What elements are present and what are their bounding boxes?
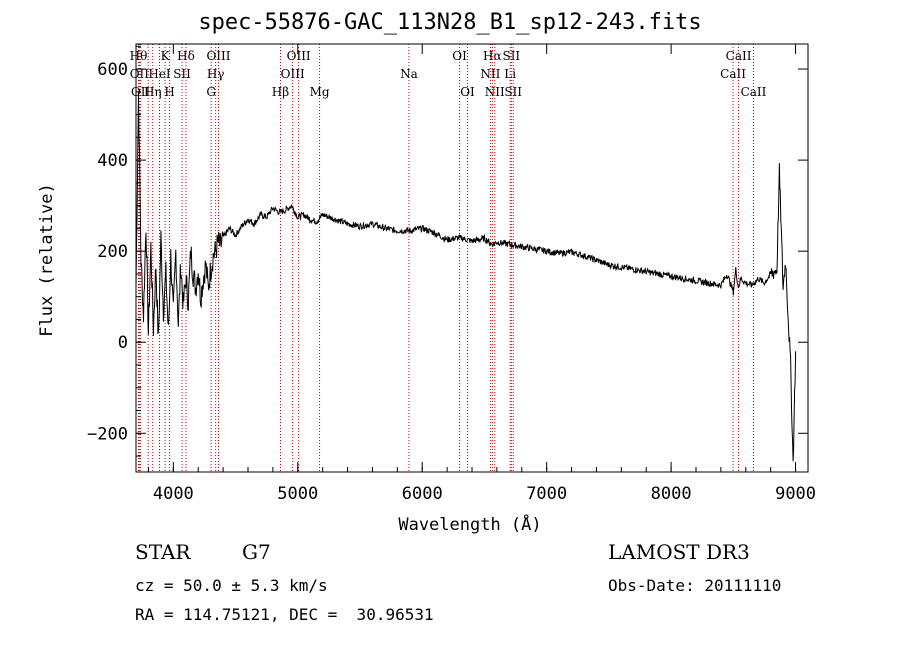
y-axis-label: Flux (relative) [37, 183, 57, 337]
line-label-15: OIII [287, 49, 311, 63]
line-label-6: K [161, 49, 171, 63]
line-label-27: CaII [726, 49, 752, 63]
observation-date: Obs-Date: 20111110 [608, 576, 782, 595]
line-label-10: G [206, 85, 216, 99]
object-subclass: G7 [242, 540, 271, 564]
line-label-21: Hα [483, 49, 502, 63]
chart-title: spec-55876-GAC_113N28_B1_sp12-243.fits [198, 10, 702, 35]
line-label-8: SII [173, 67, 191, 81]
x-tick-label-5: 9000 [775, 484, 816, 504]
line-label-18: OI [452, 49, 467, 63]
plot-frame [135, 43, 809, 473]
line-label-14: OIII [281, 67, 305, 81]
x-tick-label-1: 5000 [277, 484, 318, 504]
line-label-20: NII [480, 67, 500, 81]
x-axis-label: Wavelength (Å) [398, 513, 541, 535]
y-tick-label-4: 600 [97, 60, 128, 80]
x-tick-label-0: 4000 [153, 484, 194, 504]
line-label-24: SII [502, 49, 520, 63]
line-label-13: Hβ [272, 85, 289, 99]
x-tick-label-3: 7000 [526, 484, 567, 504]
line-label-4: Hη [144, 85, 162, 99]
line-label-28: CaII [741, 85, 767, 99]
line-label-25: SII [504, 85, 522, 99]
axis-ticks: 4000 5000 6000 7000 8000 9000 −200 0 200 400 600 [87, 44, 816, 504]
spectrum-line [135, 91, 797, 462]
y-tick-label-3: 400 [97, 151, 128, 171]
object-class: STAR [135, 540, 191, 564]
line-label-5: HeI [148, 67, 171, 81]
line-label-7: H [164, 85, 174, 99]
line-label-26: CaII [720, 67, 746, 81]
line-label-0: Hθ [130, 49, 148, 63]
line-label-9: Hδ [177, 49, 195, 63]
line-markers: HθOIIOIIHηHeIKHSIIHδGHγOIIIHβOIIIOIIIMgN… [130, 44, 767, 472]
line-label-22: NII [485, 85, 505, 99]
line-label-16: Mg [310, 85, 330, 99]
spectrum-plot [135, 91, 797, 462]
y-tick-label-0: −200 [87, 424, 128, 444]
redshift-value: cz = 50.0 ± 5.3 km/s [135, 576, 328, 595]
coordinates: RA = 114.75121, DEC = 30.96531 [135, 605, 434, 624]
line-label-19: OI [460, 85, 475, 99]
x-tick-label-2: 6000 [402, 484, 443, 504]
x-tick-label-4: 8000 [651, 484, 692, 504]
y-tick-label-1: 0 [118, 333, 128, 353]
y-tick-label-2: 200 [97, 242, 128, 262]
line-label-12: OIII [206, 49, 230, 63]
line-label-17: Na [400, 67, 418, 81]
line-label-11: Hγ [207, 67, 225, 81]
line-label-23: Li [504, 67, 516, 81]
line-label-1: OII [130, 67, 150, 81]
survey-name: LAMOST DR3 [608, 540, 750, 564]
